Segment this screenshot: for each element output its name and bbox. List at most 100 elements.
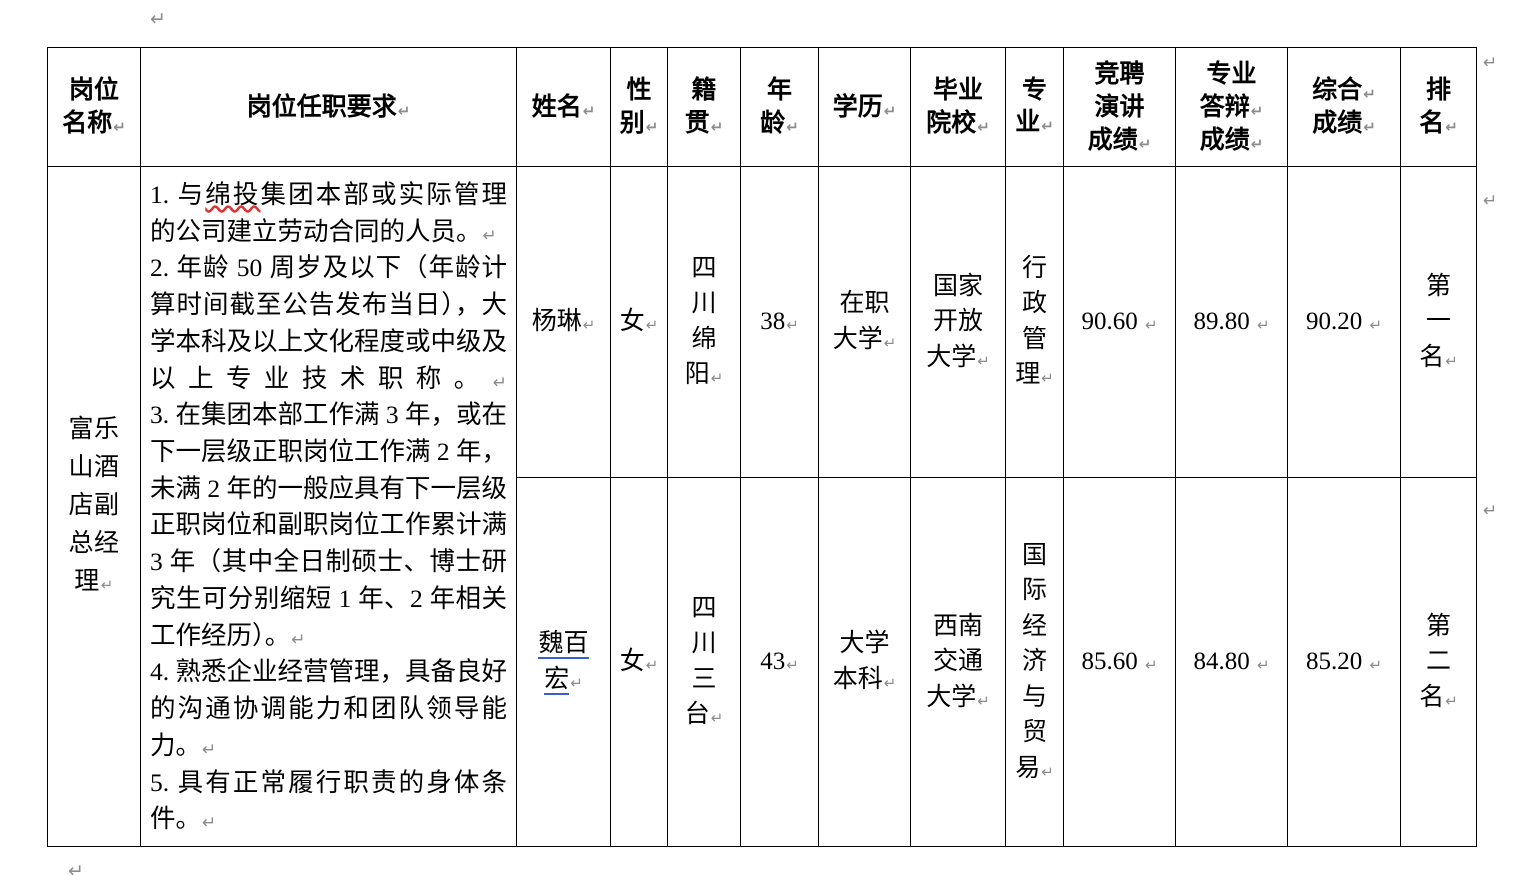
requirement-text: 2. 年龄 50 周岁及以下（年龄计算时间截至公告发布当日），大学本科及以上文化… xyxy=(150,253,508,393)
header-line: 年 xyxy=(766,77,792,104)
requirement-text: 1. 与 xyxy=(150,180,206,209)
header-line-wrap: 答辩↵ xyxy=(1176,91,1287,124)
paragraph-mark: ↵ xyxy=(1250,101,1264,120)
paragraph-mark: ↵ xyxy=(1256,656,1270,674)
paragraph-mark: ↵ xyxy=(883,333,897,352)
spellcheck-flagged-text: 绵投 xyxy=(205,180,261,209)
school-wrap: 大学↵ xyxy=(911,340,1005,376)
cell-school: 国家 开放 大学↵ xyxy=(910,166,1006,478)
cell-native-place: 四 川 三 台↵ xyxy=(667,476,741,847)
native-place-char: 绵 xyxy=(691,325,717,353)
cell-education: 在职 大学↵ xyxy=(818,166,911,478)
row-end-mark-row1: ↵ xyxy=(1483,191,1498,211)
header-line: 成绩 xyxy=(1312,110,1363,137)
header-line-wrap: 名↵ xyxy=(1401,107,1476,140)
header-line: 排 xyxy=(1425,77,1451,104)
cell-education: 大学 本科↵ xyxy=(818,476,911,847)
native-place-char: 台 xyxy=(684,701,710,729)
paragraph-mark: ↵ xyxy=(786,656,799,674)
paragraph-mark: ↵ xyxy=(291,629,306,650)
rank-char: 第 xyxy=(1425,272,1451,300)
header-line: 龄 xyxy=(760,110,786,137)
cell-speech-score: 90.60 ↵ xyxy=(1063,166,1176,478)
major-wrap: 理↵ xyxy=(1006,357,1063,393)
cell-gender: 女↵ xyxy=(610,166,668,478)
paragraph-mark: ↵ xyxy=(710,118,724,136)
rank-char: 一 xyxy=(1425,308,1451,336)
bottom-paragraph-mark: ↵ xyxy=(68,860,84,882)
column-header-speech-score: 竞聘 演讲 成绩↵ xyxy=(1063,47,1176,167)
header-line-wrap: 姓名↵ xyxy=(517,91,610,124)
candidate-age: 38 xyxy=(760,308,786,336)
total-score-value: 90.20 xyxy=(1305,308,1363,336)
paragraph-mark: ↵ xyxy=(397,101,411,120)
column-header-job-requirements: 岗位任职要求↵ xyxy=(140,47,517,167)
paragraph-mark: ↵ xyxy=(492,372,507,393)
header-line: 岗位 xyxy=(68,77,119,104)
header-line-wrap: 成绩↵ xyxy=(1064,124,1175,157)
paragraph-mark: ↵ xyxy=(1445,118,1458,136)
header-line: 成绩 xyxy=(1199,126,1250,154)
paragraph-mark: ↵ xyxy=(1363,118,1376,136)
native-place-char: 三 xyxy=(691,665,717,693)
header-line-wrap: 成绩↵ xyxy=(1176,124,1287,157)
paragraph-mark: ↵ xyxy=(786,316,799,335)
cell-major: 国 际 经 济 与 贸 易↵ xyxy=(1005,476,1064,847)
cell-job-requirements: 1. 与绵投集团本部或实际管理的公司建立劳动合同的人员。↵ 2. 年龄 50 周… xyxy=(140,166,517,847)
paragraph-mark: ↵ xyxy=(710,369,724,388)
education-line: 在职 xyxy=(839,290,890,318)
cell-native-place: 四 川 绵 阳↵ xyxy=(667,166,741,478)
header-line-wrap: 贯↵ xyxy=(668,107,740,140)
header-line: 答辩 xyxy=(1199,93,1250,121)
native-place-char: 川 xyxy=(691,290,717,318)
school-line: 大学 xyxy=(926,343,977,371)
total-score-wrap: 90.20 ↵ xyxy=(1288,304,1400,340)
paragraph-mark: ↵ xyxy=(202,739,217,760)
defense-score-wrap: 84.80 ↵ xyxy=(1176,644,1287,680)
requirement-text: 3. 在集团本部工作满 3 年，或在下一层级正职岗位工作满 2 年，未满 2 年… xyxy=(150,400,508,650)
cell-age: 43↵ xyxy=(740,476,819,847)
requirement-item-5: 5. 具有正常履行职责的身体条件。↵ xyxy=(150,765,507,838)
job-name-line: 店副 xyxy=(68,492,120,520)
native-place-wrap: 阳↵ xyxy=(668,357,740,393)
paragraph-mark: ↵ xyxy=(1138,134,1152,153)
column-header-rank: 排 名↵ xyxy=(1400,47,1477,167)
paragraph-mark: ↵ xyxy=(883,673,897,692)
cell-school: 西南 交通 大学↵ xyxy=(910,476,1006,847)
cell-age: 38↵ xyxy=(740,166,819,478)
paragraph-mark: ↵ xyxy=(883,101,897,120)
header-line: 贯 xyxy=(684,110,710,137)
name-wrap: 杨琳↵ xyxy=(517,304,610,340)
header-line-wrap: 院校↵ xyxy=(911,107,1005,140)
age-wrap: 38↵ xyxy=(741,304,818,340)
header-line: 岗位任职要求 xyxy=(246,93,397,121)
paragraph-mark: ↵ xyxy=(977,118,990,136)
speech-score-value: 90.60 xyxy=(1081,308,1138,336)
paragraph-mark: ↵ xyxy=(786,118,799,136)
requirement-item-1: 1. 与绵投集团本部或实际管理的公司建立劳动合同的人员。↵ xyxy=(150,177,507,250)
gender-wrap: 女↵ xyxy=(611,644,667,680)
major-wrap: 易↵ xyxy=(1006,751,1063,787)
defense-score-value: 84.80 xyxy=(1193,648,1250,675)
paragraph-mark: ↵ xyxy=(1041,117,1054,135)
cell-major: 行 政 管 理↵ xyxy=(1005,166,1064,478)
major-char: 易 xyxy=(1015,754,1041,782)
table-row: 魏百 宏↵ 女↵ 四 川 三 台↵ 43↵ 大学 本科↵ 西南 交通 大学↵ 国… xyxy=(48,476,1477,847)
native-place-char: 川 xyxy=(691,630,717,658)
candidate-name: 杨琳 xyxy=(531,308,582,336)
column-header-defense-score: 专业 答辩↵ 成绩↵ xyxy=(1175,47,1288,167)
header-line: 专 xyxy=(1021,76,1047,104)
header-line-wrap: 业↵ xyxy=(1006,107,1063,140)
candidate-results-table: 岗位 名称↵ 岗位任职要求↵ 姓名↵ 性 别↵ 籍 贯↵ 年 龄↵ 学历↵ 毕业… xyxy=(47,47,1477,847)
paragraph-mark: ↵ xyxy=(1041,369,1054,388)
job-name-line: 山酒 xyxy=(68,454,120,482)
cell-defense-score: 89.80 ↵ xyxy=(1175,166,1288,478)
header-line-wrap: 成绩↵ xyxy=(1288,107,1400,140)
speech-score-value: 85.60 xyxy=(1081,648,1138,675)
header-line-wrap: 学历↵ xyxy=(819,91,910,124)
major-char: 理 xyxy=(1015,361,1041,389)
school-line: 大学 xyxy=(926,683,977,711)
rank-wrap: 名↵ xyxy=(1401,340,1476,376)
column-header-native-place: 籍 贯↵ xyxy=(667,47,741,167)
column-header-major: 专 业↵ xyxy=(1005,47,1064,167)
